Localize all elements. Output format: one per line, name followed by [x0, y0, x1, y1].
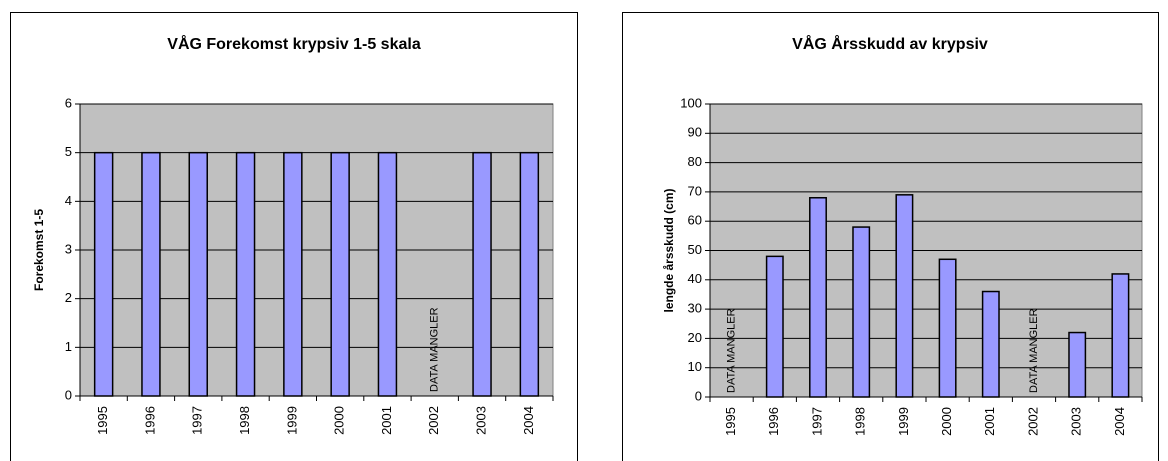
y-tick-label: 3: [65, 241, 72, 256]
y-tick-label: 80: [688, 154, 702, 169]
chart-title: VÅG Forekomst krypsiv 1-5 skala: [167, 34, 421, 53]
y-tick-label: 2: [65, 290, 72, 305]
y-tick-label: 4: [65, 193, 72, 208]
y-tick-label: 6: [65, 95, 72, 110]
bar: [188, 151, 208, 397]
bar: [377, 151, 398, 397]
x-tick-label: 2002: [1025, 407, 1040, 436]
x-tick-label: 1995: [723, 407, 738, 436]
x-tick-label: 1997: [190, 406, 205, 435]
bar: [519, 151, 540, 397]
x-tick-label: 1995: [95, 406, 110, 435]
x-tick-label: 1996: [766, 407, 781, 436]
y-tick-label: 0: [695, 388, 702, 403]
y-axis-label: Forekomst 1-5: [32, 209, 46, 291]
x-tick-label: 2004: [1112, 407, 1127, 436]
x-tick-label: 2000: [332, 406, 347, 435]
x-tick-label: 2001: [982, 407, 997, 436]
annotation: DATA MANGLER: [1028, 308, 1040, 393]
bar: [1111, 273, 1130, 398]
bar: [141, 151, 161, 397]
x-tick-label: 2001: [379, 406, 394, 435]
chart-title: VÅG Årsskudd av krypsiv: [792, 34, 988, 53]
y-axis-label: lengde årsskudd (cm): [662, 188, 676, 312]
bar: [981, 290, 1000, 398]
y-tick-label: 100: [680, 95, 702, 110]
x-tick-label: 1999: [896, 407, 911, 436]
x-tick-label: 2003: [473, 406, 488, 435]
x-tick-label: 1996: [142, 406, 157, 435]
y-tick-label: 10: [688, 359, 702, 374]
bar: [1068, 331, 1087, 398]
bar: [235, 151, 256, 397]
y-tick-label: 1: [65, 339, 72, 354]
bar: [765, 255, 784, 398]
y-tick-label: 40: [688, 271, 702, 286]
y-tick-label: 0: [65, 387, 72, 402]
annotation: DATA MANGLER: [726, 308, 738, 393]
bar: [895, 194, 914, 398]
x-tick-label: 1997: [809, 407, 824, 436]
bar: [330, 151, 350, 397]
y-tick-label: 90: [688, 125, 702, 140]
y-tick-label: 20: [688, 330, 702, 345]
y-tick-label: 60: [688, 213, 702, 228]
bar: [809, 197, 827, 398]
bar: [472, 151, 492, 397]
y-tick-label: 30: [688, 301, 702, 316]
x-tick-label: 1999: [284, 406, 299, 435]
x-tick-label: 2000: [939, 407, 954, 436]
x-tick-label: 1998: [853, 407, 868, 436]
y-tick-label: 5: [65, 144, 72, 159]
annotation: DATA MANGLER: [429, 307, 441, 392]
bar: [852, 226, 871, 398]
x-tick-label: 1998: [237, 406, 252, 435]
bar: [283, 151, 303, 397]
x-tick-label: 2002: [426, 406, 441, 435]
y-tick-label: 70: [688, 183, 702, 198]
bar: [938, 258, 957, 398]
bar: [93, 151, 114, 397]
x-tick-label: 2004: [521, 406, 536, 435]
x-tick-label: 2003: [1069, 407, 1084, 436]
y-tick-label: 50: [688, 242, 702, 257]
